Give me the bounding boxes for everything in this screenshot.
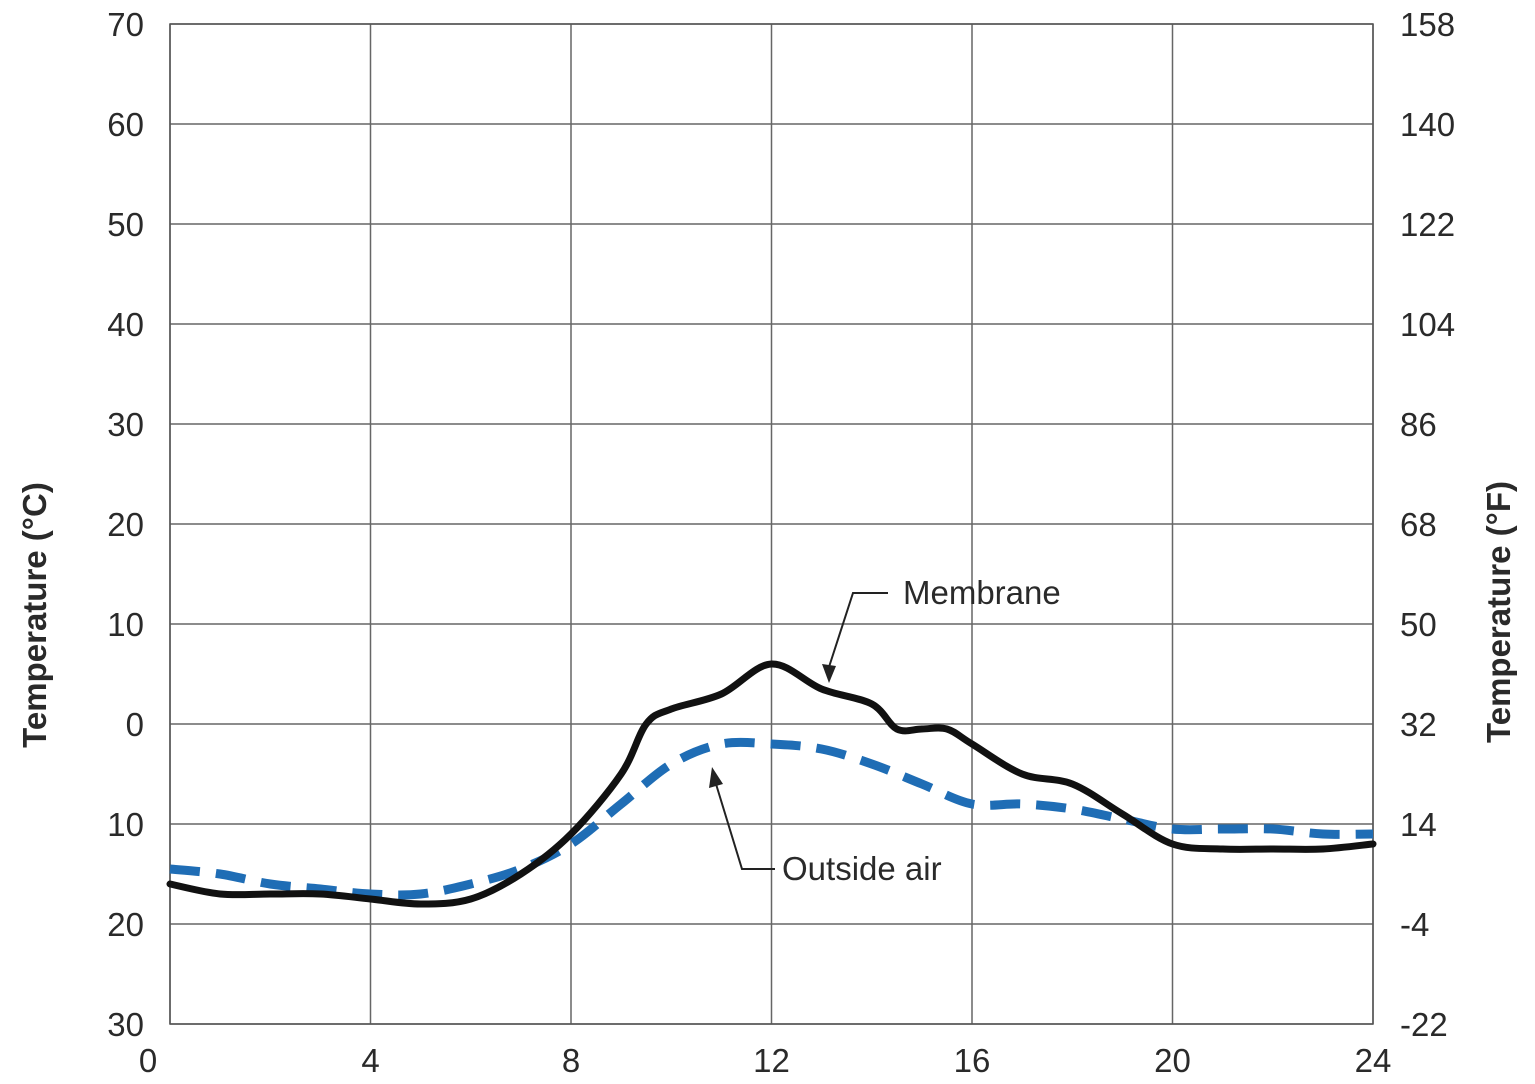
y-left-tick-label: 40 (107, 306, 144, 343)
series-layer (166, 660, 1377, 908)
y-left-tick-label: 10 (107, 606, 144, 643)
y-right-tick-label: 50 (1400, 606, 1437, 643)
y-right-tick-label: 86 (1400, 406, 1437, 443)
series-line-membrane (166, 660, 1377, 908)
y-right-tick-label: 104 (1400, 306, 1455, 343)
y-right-tick-label: -4 (1400, 906, 1429, 943)
annotation-outside-air-arrowhead (709, 767, 723, 788)
annotation-membrane-arrowhead (822, 664, 836, 683)
annotation-membrane-leader (828, 592, 888, 668)
y-left-tick-label: 20 (107, 906, 144, 943)
x-tick-label: 4 (361, 1042, 379, 1079)
y-right-tick-label: 158 (1400, 6, 1455, 43)
series-line-outside-air (169, 737, 1374, 900)
y-left-tick-label: 30 (107, 1006, 144, 1043)
annotation-layer: Membrane Outside air (709, 574, 1061, 887)
plot-frame (169, 23, 1374, 1025)
y-left-tick-label: 30 (107, 406, 144, 443)
y-axis-left-title: Temperature (°C) (16, 482, 53, 748)
y-right-tick-label: 32 (1400, 706, 1437, 743)
annotation-membrane-label: Membrane (903, 574, 1061, 611)
y-left-tick-label: 20 (107, 506, 144, 543)
x-tick-label: 8 (562, 1042, 580, 1079)
y-right-tick-label: 140 (1400, 106, 1455, 143)
grid-lines (169, 23, 1374, 1025)
y-right-tick-label: -22 (1400, 1006, 1448, 1043)
x-tick-label: 12 (753, 1042, 790, 1079)
y-right-tick-label: 14 (1400, 806, 1437, 843)
y-axis-right-title: Temperature (°F) (1480, 481, 1517, 743)
y-left-tick-label: 70 (107, 6, 144, 43)
y-right-tick-label: 122 (1400, 206, 1455, 243)
y-left-tick-label: 10 (107, 806, 144, 843)
x-tick-label: 24 (1355, 1042, 1392, 1079)
x-tick-label: 0 (139, 1042, 157, 1079)
y-left-tick-labels: 30 20 10 0 10 20 30 40 50 60 70 (107, 6, 144, 1043)
x-tick-label: 16 (954, 1042, 991, 1079)
y-right-tick-label: 68 (1400, 506, 1437, 543)
x-tick-label: 20 (1154, 1042, 1191, 1079)
annotation-outside-air-leader (715, 783, 775, 870)
y-right-tick-labels: -22 -4 14 32 50 68 86 104 122 140 158 (1400, 6, 1455, 1043)
annotation-outside-air-label: Outside air (782, 850, 942, 887)
y-left-tick-label: 60 (107, 106, 144, 143)
y-left-tick-label: 50 (107, 206, 144, 243)
y-left-tick-label: 0 (126, 706, 144, 743)
x-tick-labels: 0 4 8 12 16 20 24 (139, 1042, 1392, 1079)
